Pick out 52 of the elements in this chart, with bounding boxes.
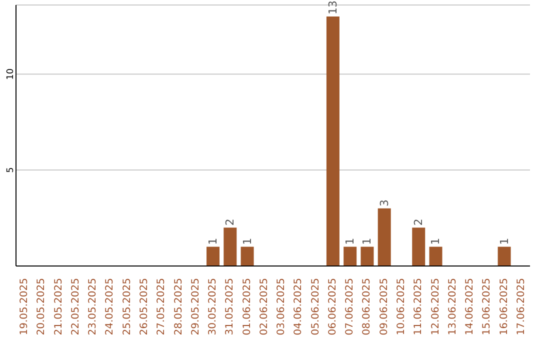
y-tick-label: 10 <box>6 68 16 80</box>
bar <box>326 16 340 266</box>
x-tick-label: 12.06.2025 <box>430 278 442 336</box>
x-tick-label: 31.05.2025 <box>224 278 236 336</box>
x-tick-label: 21.05.2025 <box>53 278 64 336</box>
x-tick-label: 13.06.2025 <box>447 278 458 336</box>
data-label: 1 <box>360 238 374 245</box>
x-tick-label: 15.06.2025 <box>482 278 493 336</box>
x-tick-label: 07.06.2025 <box>344 278 356 336</box>
data-label: 2 <box>412 218 426 226</box>
x-tick-label: 05.06.2025 <box>310 278 322 336</box>
x-tick-label: 29.05.2025 <box>190 278 202 336</box>
x-tick-label: 10.06.2025 <box>396 278 407 336</box>
data-label: 1 <box>240 238 254 245</box>
x-tick-label: 22.05.2025 <box>70 278 82 336</box>
bar <box>412 228 426 266</box>
bar <box>429 246 442 266</box>
bar <box>344 246 357 266</box>
data-label: 13 <box>326 0 340 15</box>
x-tick-label: 19.05.2025 <box>19 278 30 336</box>
x-tick-label: 09.06.2025 <box>378 278 390 336</box>
x-tick-label: 11.06.2025 <box>413 278 424 336</box>
x-tick-label: 30.05.2025 <box>208 278 219 336</box>
bar <box>498 246 511 266</box>
x-tick-label: 06.06.2025 <box>327 278 338 336</box>
x-tick-label: 08.06.2025 <box>362 278 373 336</box>
data-label: 3 <box>378 199 391 206</box>
data-label: 1 <box>206 238 220 245</box>
x-tick-label: 14.06.2025 <box>464 278 476 336</box>
x-tick-label: 23.05.2025 <box>88 278 99 336</box>
x-tick-label: 16.06.2025 <box>498 278 510 336</box>
bar <box>240 246 254 266</box>
data-label: 1 <box>498 238 511 245</box>
x-tick-label: 04.06.2025 <box>293 278 304 336</box>
x-tick-label: 27.05.2025 <box>156 278 168 336</box>
bar <box>206 246 220 266</box>
x-tick-label: 03.06.2025 <box>276 278 288 336</box>
data-label: 2 <box>224 218 237 226</box>
bar <box>224 228 237 266</box>
x-tick-label: 01.06.2025 <box>242 278 253 336</box>
data-label: 1 <box>429 238 442 245</box>
x-tick-label: 26.05.2025 <box>139 278 150 336</box>
x-tick-label: 02.06.2025 <box>258 278 270 336</box>
x-tick-label: 25.05.2025 <box>122 278 133 336</box>
x-tick-label: 20.05.2025 <box>36 278 48 336</box>
bar <box>378 208 391 266</box>
x-tick-label: 28.05.2025 <box>173 278 184 336</box>
y-tick-label: 5 <box>6 167 16 173</box>
bar <box>360 246 374 266</box>
data-label: 1 <box>344 238 357 245</box>
x-tick-label: 17.06.2025 <box>516 278 527 336</box>
x-tick-label: 24.05.2025 <box>104 278 116 336</box>
